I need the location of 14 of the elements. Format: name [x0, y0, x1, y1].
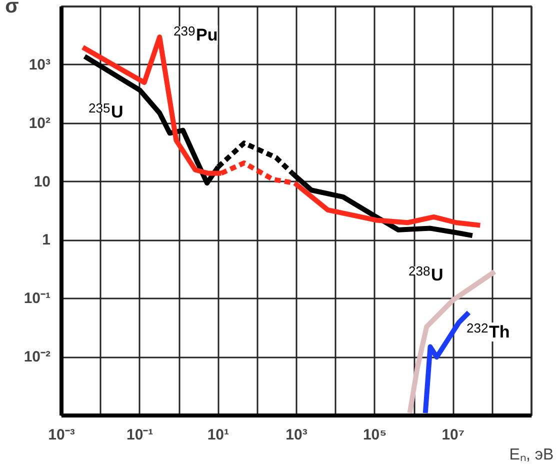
x-tick-label: 10¹	[207, 426, 230, 444]
x-tick-label: 10³	[286, 426, 308, 444]
y-tick-label: 10⁻²	[24, 348, 51, 366]
x-axis-title: Eₙ, эВ	[509, 446, 554, 464]
x-tick-label: 10⁵	[362, 426, 387, 444]
y-axis-title: σ	[5, 0, 20, 18]
y-tick-label: 10⁻¹	[24, 290, 51, 308]
y-tick-label: 10³	[28, 56, 51, 74]
x-tick-label: 10⁻¹	[126, 426, 154, 444]
y-tick-label: 1	[42, 232, 50, 249]
x-tick-label: 10⁷	[442, 426, 465, 444]
x-tick-label: 10⁻³	[48, 426, 75, 444]
y-tick-label: 10	[34, 173, 51, 190]
y-tick-label: 10²	[28, 114, 51, 132]
